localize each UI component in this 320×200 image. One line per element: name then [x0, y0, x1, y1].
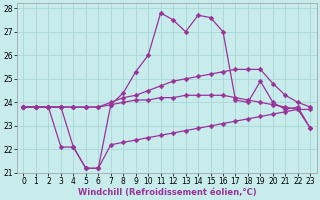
X-axis label: Windchill (Refroidissement éolien,°C): Windchill (Refroidissement éolien,°C): [77, 188, 256, 197]
